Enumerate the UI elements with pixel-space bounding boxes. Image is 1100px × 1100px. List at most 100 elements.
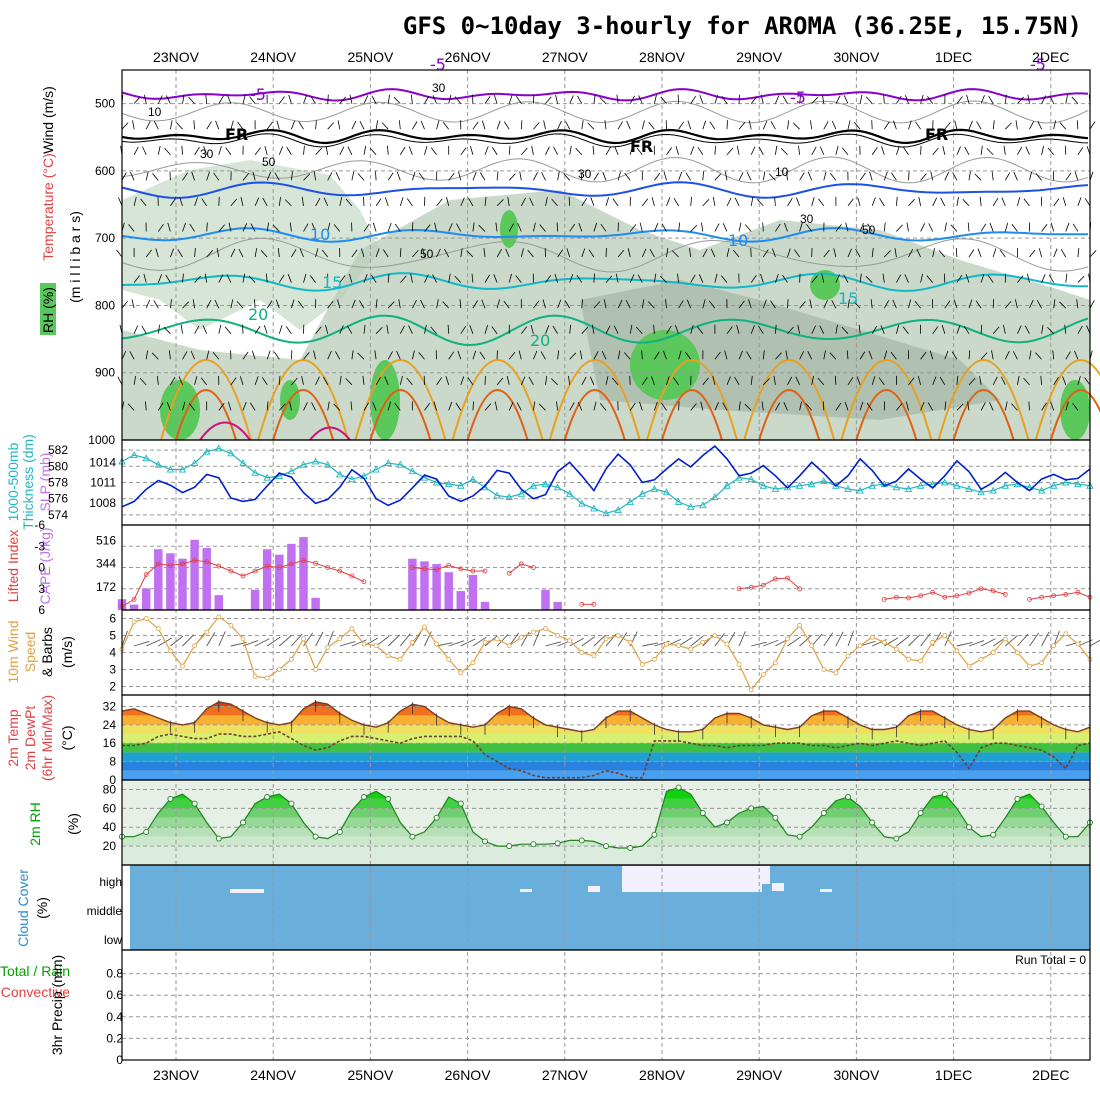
wind-barb-376 xyxy=(455,402,462,411)
wind-barb-515 xyxy=(593,301,601,309)
wind-barb-20 xyxy=(133,275,140,283)
wind-barb-105 xyxy=(215,120,220,130)
wind-barb-865 xyxy=(920,273,924,283)
wind-barb-704 xyxy=(775,145,778,155)
wind-barb-732 xyxy=(796,197,800,207)
slp-line xyxy=(121,445,1091,508)
wind-barb-386 xyxy=(469,325,474,334)
wind10-point-2 xyxy=(143,616,149,621)
isotherm-25-day-6 xyxy=(743,359,836,441)
wind-barb-675 xyxy=(738,401,741,411)
thickness-point-39 xyxy=(590,504,598,512)
slp-tick-2: 1008 xyxy=(89,496,116,510)
precip-tick-0: 0.8 xyxy=(106,967,123,981)
wind-barb-221 xyxy=(327,94,329,104)
cape-bar-3 xyxy=(154,549,163,610)
wind-barb-10 xyxy=(121,350,127,360)
isotherm-25-day-9 xyxy=(1034,359,1100,441)
wind-barb-389 xyxy=(472,401,474,411)
wind-barb-654 xyxy=(726,197,732,207)
rh2m-point-16 xyxy=(312,833,319,840)
chart-title: GFS 0~10day 3-hourly for AROMA (36.25E, … xyxy=(403,12,1082,40)
pressure-axis-label: (m i l l i b a r s) xyxy=(67,211,83,303)
wind-barb-947 xyxy=(992,376,998,386)
wind-barb-409 xyxy=(496,249,502,258)
precip-axis-label-3: 3hr Precip (mm) xyxy=(49,955,65,1055)
wind-barb-450 xyxy=(533,300,540,309)
wind-barb-531 xyxy=(605,375,609,385)
isotherm-30-day-6 xyxy=(758,389,821,441)
wind-barb-593 xyxy=(665,299,667,309)
wind10-barb-69 xyxy=(956,641,973,647)
lifted-index-point-1 xyxy=(131,596,137,602)
wind-barb-978 xyxy=(1029,171,1033,181)
wind-barb-627 xyxy=(702,171,704,181)
wind10-point-52 xyxy=(748,687,754,693)
wind-barb-761 xyxy=(821,273,825,283)
thickness-point-44 xyxy=(650,485,659,492)
wind-barb-312 xyxy=(410,94,413,104)
wind-barb-451 xyxy=(530,324,534,334)
wind-barb-310 xyxy=(399,376,403,385)
slp-tick-0: 1014 xyxy=(89,455,116,469)
wind-barb-42 xyxy=(152,173,159,181)
wind-barb-779 xyxy=(835,402,842,411)
wind-barb-38 xyxy=(145,401,147,411)
wind-barb-1024 xyxy=(1065,351,1071,360)
wind-barb-276 xyxy=(375,171,377,181)
wind-barb-970 xyxy=(1014,299,1018,309)
wind-barb-939 xyxy=(991,171,994,181)
wind-barb-432 xyxy=(519,171,522,181)
rh2m-point-2 xyxy=(143,828,150,835)
wind-barb-380 xyxy=(472,171,477,181)
wind10-point-15 xyxy=(301,636,306,642)
wind-barb-552 xyxy=(627,248,631,258)
wind-barb-52 xyxy=(165,95,171,104)
thickness-point-36 xyxy=(553,483,562,491)
wind-barb-958 xyxy=(1003,324,1006,334)
wind10-barb-53 xyxy=(763,639,779,647)
wind-barb-582 xyxy=(654,351,660,360)
wind-barb-726 xyxy=(787,376,793,386)
rh2m-point-38 xyxy=(578,837,585,844)
wind10-point-12 xyxy=(264,675,270,681)
wind10-point-31 xyxy=(494,636,500,642)
wind10-point-59 xyxy=(833,670,839,676)
wind-barb-868 xyxy=(920,351,927,360)
wind-barb-628 xyxy=(702,199,710,207)
cloud-axis-label-2: (%) xyxy=(34,897,50,919)
wind-barb-78 xyxy=(188,96,195,104)
wind-barb-430 xyxy=(520,120,523,130)
wind-barb-323 xyxy=(406,377,413,386)
thickness-point-73 xyxy=(1001,481,1010,489)
contour-label-6: -5 xyxy=(1030,55,1046,74)
wind10-point-10 xyxy=(240,636,246,642)
wind-barb-1025 xyxy=(1062,376,1067,385)
wind-barb-990 xyxy=(1041,145,1045,155)
wind10-point-8 xyxy=(216,614,222,620)
wind-barb-1001 xyxy=(1049,95,1055,104)
wind10-point-43 xyxy=(639,662,645,667)
thickness-point-62 xyxy=(868,481,876,489)
wind-barb-483 xyxy=(569,145,572,155)
wind-barb-130 xyxy=(242,94,246,104)
wind10-barb-18 xyxy=(339,641,356,647)
wind-barb-177 xyxy=(275,299,280,309)
wind-barb-817 xyxy=(871,376,876,385)
wind-barb-579 xyxy=(654,273,657,283)
isotherm-25-day-0 xyxy=(160,359,252,441)
wind-barb-522 xyxy=(605,146,611,155)
lifted-index-point-10 xyxy=(240,573,246,579)
wind-barb-655 xyxy=(722,223,728,232)
wind-barb-343 xyxy=(434,222,437,232)
wind-barb-845 xyxy=(905,95,909,104)
wind-barb-524 xyxy=(605,197,610,207)
wind-barb-508 xyxy=(587,122,595,130)
wind-barb-58 xyxy=(170,248,174,258)
wind-barb-224 xyxy=(327,172,333,181)
date-bottom-27NOV: 27NOV xyxy=(542,1067,589,1083)
wind-barb-190 xyxy=(291,299,295,309)
isotherm-30-day-0 xyxy=(175,389,237,441)
wind-barb-755 xyxy=(823,121,829,130)
